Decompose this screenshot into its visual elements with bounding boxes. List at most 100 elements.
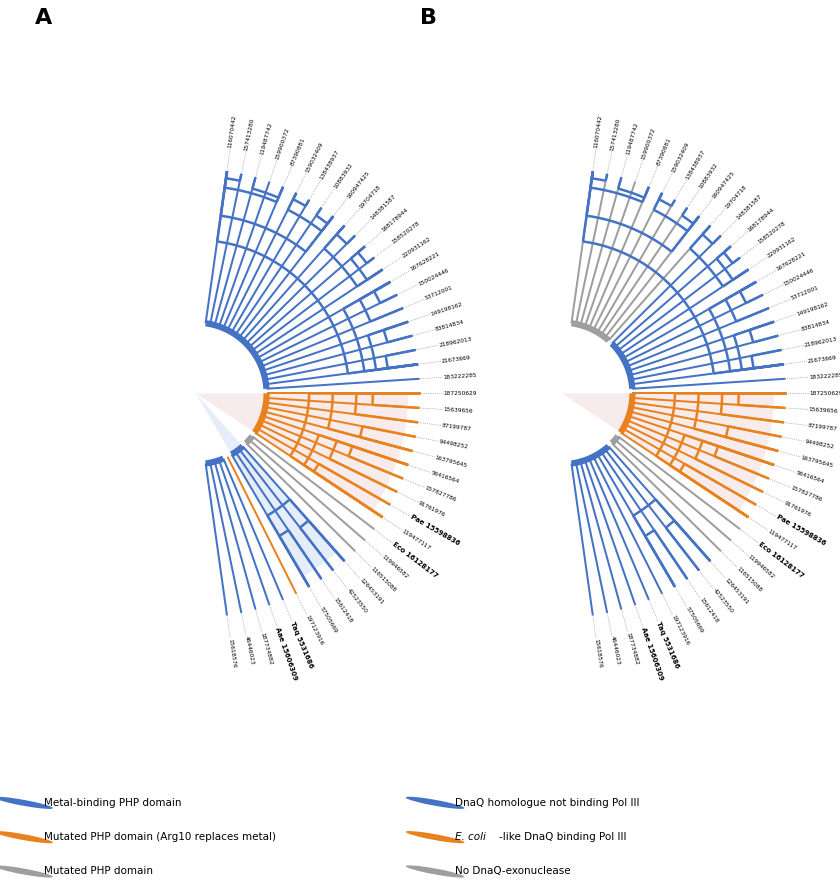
Text: 168178944: 168178944: [747, 207, 775, 232]
Text: 157413280: 157413280: [610, 117, 622, 151]
Text: 94498252: 94498252: [438, 439, 469, 450]
Ellipse shape: [406, 865, 465, 878]
Text: 56416564: 56416564: [430, 470, 459, 485]
Text: 158520278: 158520278: [391, 221, 421, 245]
Text: 57505669: 57505669: [319, 606, 339, 634]
Text: 87390881: 87390881: [290, 137, 307, 166]
Text: 119477117: 119477117: [767, 528, 797, 551]
Text: 87390881: 87390881: [656, 137, 672, 166]
Text: 148381587: 148381587: [736, 194, 764, 221]
Text: Metal-binding PHP domain: Metal-binding PHP domain: [44, 797, 181, 808]
Text: 21673669: 21673669: [441, 355, 471, 364]
Text: DnaQ homologue not binding Pol III: DnaQ homologue not binding Pol III: [455, 797, 640, 808]
Text: B: B: [420, 8, 437, 28]
Text: 150024446: 150024446: [783, 267, 816, 287]
Text: 53712001: 53712001: [424, 285, 454, 301]
Text: A: A: [34, 8, 52, 28]
Text: Eco 16128177: Eco 16128177: [391, 541, 438, 579]
Text: 159032409: 159032409: [670, 140, 690, 173]
Text: 168178944: 168178944: [381, 207, 410, 232]
Text: 138438937: 138438937: [685, 149, 706, 181]
Text: 19704718: 19704718: [359, 184, 381, 209]
Text: 149198162: 149198162: [430, 301, 463, 316]
Text: 197123916: 197123916: [305, 614, 324, 645]
Text: Pae 15598836: Pae 15598836: [409, 514, 460, 547]
Text: 149198162: 149198162: [795, 301, 829, 316]
Wedge shape: [562, 393, 774, 510]
Text: 183222285: 183222285: [809, 373, 840, 380]
Text: 163795645: 163795645: [434, 455, 468, 468]
Wedge shape: [196, 393, 408, 510]
Text: 15612418: 15612418: [698, 597, 719, 624]
Text: Aae 15606309: Aae 15606309: [640, 627, 664, 681]
Text: 56416564: 56416564: [795, 470, 825, 485]
Text: 10883932: 10883932: [333, 162, 354, 190]
Text: 19704718: 19704718: [724, 184, 748, 209]
Text: Eco 16128177: Eco 16128177: [757, 541, 804, 579]
Text: Taq 5531686: Taq 5531686: [290, 620, 314, 669]
Text: 187734882: 187734882: [625, 631, 639, 665]
Text: 150024446: 150024446: [417, 267, 449, 287]
Text: 91761976: 91761976: [417, 500, 446, 518]
Text: 157827786: 157827786: [790, 485, 822, 502]
Text: 119946582: 119946582: [747, 554, 775, 579]
Text: 126453191: 126453191: [724, 578, 750, 605]
Text: 220931162: 220931162: [401, 236, 432, 258]
Text: Pae 15598836: Pae 15598836: [775, 514, 827, 547]
Ellipse shape: [0, 865, 53, 878]
Text: Aae 15606309: Aae 15606309: [275, 627, 298, 681]
Text: 15639656: 15639656: [443, 407, 473, 414]
Text: 15612418: 15612418: [333, 597, 354, 624]
Text: 160947425: 160947425: [711, 170, 736, 199]
Text: 83814834: 83814834: [801, 319, 831, 332]
Text: 10883932: 10883932: [698, 162, 719, 190]
Text: 15618576: 15618576: [228, 638, 237, 669]
Text: -like DnaQ binding Pol III: -like DnaQ binding Pol III: [499, 832, 627, 842]
Text: 21673669: 21673669: [807, 355, 837, 364]
Text: 167628221: 167628221: [775, 251, 806, 273]
Text: Mutated PHP domain: Mutated PHP domain: [44, 866, 153, 876]
Text: Mutated PHP domain (Arg10 replaces metal): Mutated PHP domain (Arg10 replaces metal…: [44, 832, 276, 842]
Text: 218962013: 218962013: [804, 336, 838, 348]
Text: 218962013: 218962013: [438, 336, 472, 348]
Text: 158520278: 158520278: [758, 221, 787, 245]
Text: 119477117: 119477117: [401, 528, 432, 551]
Text: 187734882: 187734882: [260, 631, 273, 665]
Text: 46446023: 46446023: [244, 636, 255, 666]
Text: Taq 5531686: Taq 5531686: [655, 620, 680, 669]
Text: 116070442: 116070442: [594, 114, 603, 148]
Text: 116070442: 116070442: [228, 114, 238, 148]
Text: 42523550: 42523550: [346, 587, 368, 614]
Text: 94498252: 94498252: [804, 439, 835, 450]
Text: 83814834: 83814834: [434, 319, 465, 332]
Text: 87199787: 87199787: [807, 423, 837, 432]
Text: 116515088: 116515088: [736, 566, 763, 593]
Text: E. coli: E. coli: [455, 832, 486, 842]
Text: No DnaQ-exonuclease: No DnaQ-exonuclease: [455, 866, 571, 876]
Text: 87199787: 87199787: [441, 423, 471, 432]
Text: 220931162: 220931162: [767, 236, 797, 258]
Text: 119487742: 119487742: [260, 122, 273, 156]
Text: 163795645: 163795645: [801, 455, 834, 468]
Text: 46446023: 46446023: [610, 636, 621, 666]
Text: 126453191: 126453191: [359, 578, 384, 605]
Text: 159032409: 159032409: [305, 140, 324, 173]
Text: 119487742: 119487742: [625, 122, 639, 156]
Text: 157413280: 157413280: [244, 117, 255, 151]
Text: 187250629: 187250629: [810, 391, 840, 396]
Text: 53712001: 53712001: [790, 285, 819, 301]
Text: 159900372: 159900372: [641, 127, 656, 160]
Text: 148381587: 148381587: [370, 194, 397, 221]
Ellipse shape: [406, 797, 465, 809]
Text: 160947425: 160947425: [346, 170, 370, 199]
Text: 138438937: 138438937: [319, 149, 340, 181]
Text: 42523550: 42523550: [711, 587, 734, 614]
Ellipse shape: [406, 831, 465, 843]
Text: 187250629: 187250629: [444, 391, 477, 396]
Text: 15618576: 15618576: [594, 638, 602, 669]
Text: 15639656: 15639656: [809, 407, 838, 414]
Text: 183222285: 183222285: [443, 373, 477, 380]
Text: 197123916: 197123916: [670, 614, 690, 645]
Ellipse shape: [0, 831, 53, 843]
Text: 119946582: 119946582: [381, 554, 410, 579]
